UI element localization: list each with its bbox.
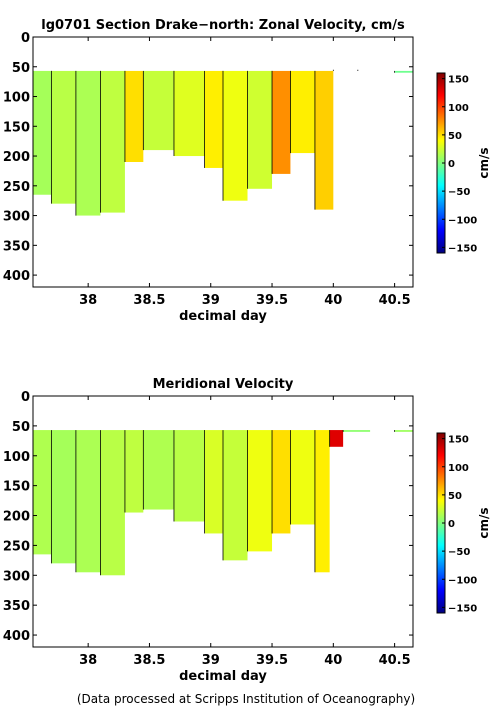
velocity-band-5: [124, 430, 144, 513]
velocity-band-8: [204, 70, 223, 168]
axes-frame: [32, 395, 414, 648]
x-tick-label: 38.5: [133, 653, 165, 668]
chart-title: Meridional Velocity: [153, 377, 294, 392]
colorbar-tick-label: −150: [448, 243, 477, 254]
x-tick-label: 39.5: [256, 293, 288, 308]
velocity-band-7: [173, 430, 205, 522]
colorbar-tick-label: −50: [448, 547, 470, 558]
colorbar-label: cm/s: [477, 147, 491, 178]
colorbar-tick-label: 50: [448, 131, 462, 142]
y-tick-label: 400: [3, 629, 30, 644]
chart-panel-2: 0 50 100 150 200 250 300 350 400 38 38.5 39 39.5 40 40…: [3, 377, 491, 684]
footer-credit: (Data processed at Scripps Institution o…: [77, 692, 415, 706]
x-axis-label: decimal day: [179, 669, 267, 684]
colorbar-tick-label: 150: [448, 435, 469, 446]
velocity-band-13: [314, 70, 334, 210]
velocity-band-10: [247, 70, 273, 189]
y-tick-label: 300: [3, 569, 30, 584]
velocity-band-4: [100, 70, 125, 213]
x-axis-label: decimal day: [179, 309, 267, 324]
velocity-band-15: [343, 430, 371, 432]
velocity-band-6: [143, 430, 174, 510]
colorbar-tick-label: 150: [448, 75, 469, 86]
y-tick-label: 250: [3, 539, 30, 554]
y-tick-label: 50: [12, 420, 30, 435]
x-tick-label: 40: [324, 293, 342, 308]
y-tick-label: 50: [12, 61, 30, 76]
velocity-band-1: [33, 70, 52, 195]
velocity-band-12: [290, 430, 315, 525]
velocity-band-2: [51, 70, 76, 204]
velocity-band-5: [124, 70, 144, 162]
y-tick-label: 200: [3, 150, 30, 165]
x-tick-label: 40.5: [379, 293, 411, 308]
velocity-band-8: [204, 430, 223, 534]
y-tick-label: 100: [3, 91, 30, 106]
x-tick-label: 39.5: [256, 653, 288, 668]
y-tick-label: 300: [3, 210, 30, 225]
chart-panel-1: 0 50 100 150 200 250 300 350 400 38 38.5 39 39.5 40 40…: [3, 18, 491, 324]
velocity-band-3: [75, 430, 101, 573]
velocity-band-9: [223, 430, 248, 561]
velocity-band-6: [143, 70, 174, 151]
velocity-band-4: [100, 430, 125, 576]
velocity-band-13: [314, 430, 330, 573]
velocity-band-12: [290, 70, 315, 154]
x-tick-label: 38: [79, 293, 97, 308]
velocity-band-11: [272, 70, 291, 174]
y-tick-label: 0: [21, 390, 30, 405]
velocity-band-16: [394, 430, 413, 432]
y-tick-label: 250: [3, 180, 30, 195]
x-tick-label: 38: [79, 653, 97, 668]
velocity-band-14: [329, 430, 344, 447]
velocity-band-1: [33, 430, 52, 555]
colorbar: 150 100 50 0 −50 −100 −150 cm/s: [436, 72, 491, 254]
velocity-band-3: [75, 70, 101, 216]
x-tick-label: 39: [202, 293, 220, 308]
y-tick-label: 200: [3, 510, 30, 525]
y-tick-label: 150: [3, 120, 30, 135]
colorbar-tick-label: −150: [448, 603, 477, 614]
colorbar-tick-label: 0: [448, 519, 455, 530]
velocity-band-9: [223, 70, 248, 201]
x-tick-label: 39: [202, 653, 220, 668]
x-tick-label: 40.5: [379, 653, 411, 668]
velocity-band-16: [394, 70, 413, 73]
y-tick-label: 400: [3, 269, 30, 284]
y-tick-label: 100: [3, 450, 30, 465]
velocity-band-2: [51, 430, 76, 564]
y-tick-label: 150: [3, 480, 30, 495]
x-tick-label: 40: [324, 653, 342, 668]
y-tick-label: 0: [21, 31, 30, 46]
y-tick-label: 350: [3, 599, 30, 614]
axes-frame: [32, 36, 414, 288]
velocity-band-10: [247, 430, 273, 552]
colorbar-tick-label: 100: [448, 103, 469, 114]
colorbar-tick-label: 50: [448, 491, 462, 502]
colorbar-tick-label: −50: [448, 187, 470, 198]
velocity-band-7: [173, 70, 205, 157]
chart-title: lg0701 Section Drake−north: Zonal Veloci…: [41, 18, 405, 33]
colorbar-tick-label: 0: [448, 159, 455, 170]
velocity-band-11: [272, 430, 291, 534]
colorbar-tick-label: −100: [448, 215, 477, 226]
y-tick-label: 350: [3, 239, 30, 254]
colorbar-label: cm/s: [477, 507, 491, 538]
colorbar-tick-label: 100: [448, 463, 469, 474]
colorbar-tick-label: −100: [448, 575, 477, 586]
x-tick-label: 38.5: [133, 293, 165, 308]
colorbar: 150 100 50 0 −50 −100 −150 cm/s: [436, 432, 491, 614]
